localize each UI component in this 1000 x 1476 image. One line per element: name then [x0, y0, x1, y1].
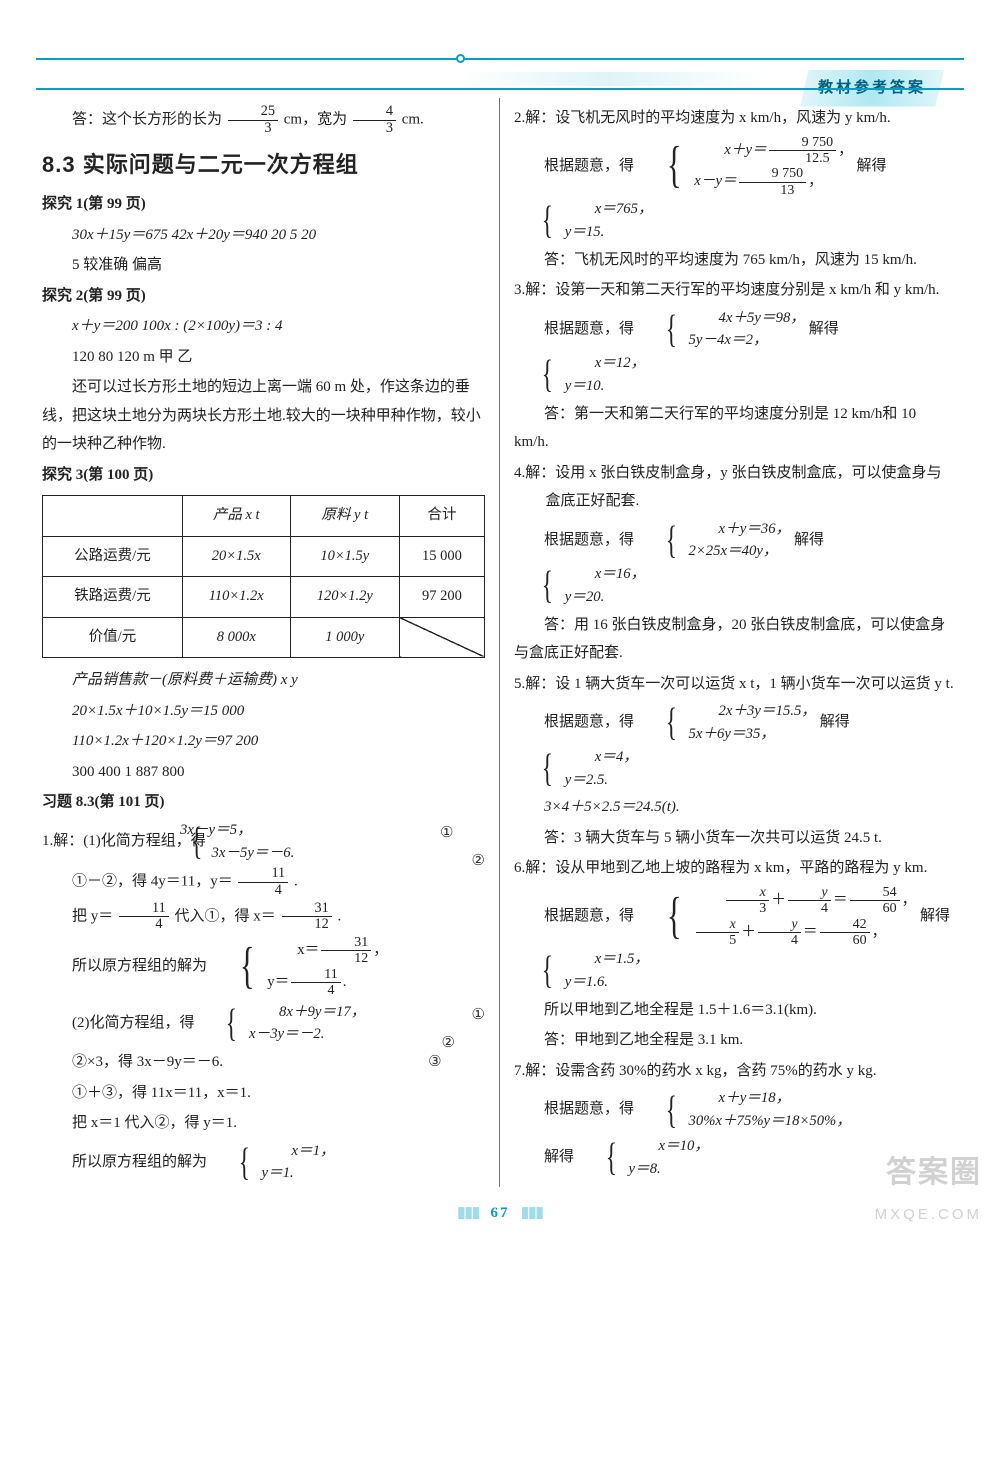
explore2-para: 还可以过长方形土地的短边上离一端 60 m 处，作这条边的垂线，把这块土地分为两… — [42, 373, 485, 459]
table-row: 公路运费/元 20×1.5x 10×1.5y 15 000 — [43, 536, 485, 577]
header-dot — [456, 54, 465, 63]
fraction: 253 — [228, 104, 278, 136]
diag-cell — [399, 617, 484, 658]
explore3-table: 产品 x t 原料 y t 合计 公路运费/元 20×1.5x 10×1.5y … — [42, 495, 485, 658]
brace-icon: { — [524, 361, 553, 388]
brace-icon: { — [649, 899, 682, 935]
explore2-l2: 120 80 120 m 甲 乙 — [42, 343, 485, 372]
q7-sol: 解得 { x＝10， y＝8. — [514, 1135, 954, 1181]
deco-left-icon: ▮▮▮ — [457, 1205, 479, 1221]
brace-icon: { — [648, 709, 677, 736]
table-row: 产品 x t 原料 y t 合计 — [43, 496, 485, 537]
section-title: 8.3 实际问题与二元一次方程组 — [42, 144, 485, 186]
t3-after1: 产品销售款－(原料费＋运输费) x y — [42, 666, 485, 695]
p1-2-step3: 把 x＝1 代入②，得 y＝1. — [42, 1109, 485, 1138]
fraction: 43 — [353, 104, 396, 136]
page-number: ▮▮▮ 67 ▮▮▮ — [36, 1199, 964, 1228]
eq-num: ① ② — [442, 1001, 485, 1058]
brace-icon: { — [221, 1149, 250, 1176]
header-rule-bottom — [36, 88, 964, 90]
eq-num: ① ② — [472, 819, 485, 876]
brace-icon: { — [222, 949, 255, 985]
q6-ans: 答：甲地到乙地全程是 3.1 km. — [514, 1026, 954, 1055]
explore1-l1: 30x＋15y＝675 42x＋20y＝940 20 5 20 — [42, 221, 485, 250]
q2-ans: 答：飞机无风时的平均速度为 765 km/h，风速为 15 km/h. — [514, 246, 954, 275]
q4-sys: 根据题意，得 { x＋y＝36， 2×25x＝40y， 解得 { x＝16， y… — [514, 518, 954, 609]
header-rule-top — [36, 58, 964, 60]
brace-icon: { — [524, 572, 553, 599]
q5-lead: 5.解：设 1 辆大货车一次可以运货 x t，1 辆小货车一次可以运货 y t. — [514, 670, 954, 699]
p1-2-step1: ②×3，得 3x－9y＝－6. ③ — [42, 1048, 485, 1077]
p1-step2: 把 y＝ 114 代入①，得 x＝ 3112 . — [42, 901, 485, 933]
deco-right-icon: ▮▮▮ — [521, 1205, 543, 1221]
page: 教材参考答案 答：这个长方形的长为 253 cm，宽为 43 cm. 8.3 实… — [0, 0, 1000, 1248]
q5-ans: 答：3 辆大货车与 5 辆小货车一次共可以运货 24.5 t. — [514, 824, 954, 853]
q7-lead: 7.解：设需含药 30%的药水 x kg，含药 75%的药水 y kg. — [514, 1057, 954, 1086]
p1-1-lead: 1.解：(1)化简方程组，得 { 3x－y＝5， 3x－5y＝－6. ① ② — [42, 819, 485, 865]
brace-system: { 3x－y＝5， 3x－5y＝－6. — [210, 819, 295, 865]
right-column: 2.解：设飞机无风时的平均速度为 x km/h，风速为 y km/h. 根据题意… — [500, 98, 964, 1187]
q5-calc: 3×4＋5×2.5＝24.5(t). — [514, 793, 954, 822]
brace-icon: { — [648, 1097, 677, 1124]
q6-sys: 根据题意，得 { x3＋y4＝5460， x5＋y4＝4260， 解得 { x＝… — [514, 885, 954, 994]
explore1-head: 探究 1(第 99 页) — [42, 190, 485, 219]
t3-after2: 20×1.5x＋10×1.5y＝15 000 — [42, 697, 485, 726]
explore3-head: 探究 3(第 100 页) — [42, 461, 485, 490]
brace-icon: { — [208, 1010, 237, 1037]
p1-2-step2: ①＋③，得 11x＝11，x＝1. — [42, 1079, 485, 1108]
brace-icon: { — [648, 527, 677, 554]
q5-sys: 根据题意，得 { 2x＋3y＝15.5， 5x＋6y＝35， 解得 { x＝4，… — [514, 700, 954, 791]
q2-lead: 2.解：设飞机无风时的平均速度为 x km/h，风速为 y km/h. — [514, 104, 954, 133]
brace-icon: { — [524, 957, 553, 984]
q3-sys: 根据题意，得 { 4x＋5y＝98， 5y－4x＝2， 解得 { x＝12， y… — [514, 307, 954, 398]
table-row: 价值/元 8 000x 1 000y — [43, 617, 485, 658]
header-shade — [456, 72, 764, 86]
q4-lead: 4.解：设用 x 张白铁皮制盒身，y 张白铁皮制盒底，可以使盒身与盒底正好配套. — [514, 459, 954, 516]
t3-after3: 110×1.2x＋120×1.2y＝97 200 — [42, 727, 485, 756]
t3-after4: 300 400 1 887 800 — [42, 758, 485, 787]
q3-ans: 答：第一天和第二天行军的平均速度分别是 12 km/h和 10 km/h. — [514, 400, 954, 457]
q6-calc: 所以甲地到乙地全程是 1.5＋1.6＝3.1(km). — [514, 996, 954, 1025]
q6-lead: 6.解：设从甲地到乙地上坡的路程为 x km，平路的路程为 y km. — [514, 854, 954, 883]
brace-icon: { — [524, 207, 553, 234]
columns: 答：这个长方形的长为 253 cm，宽为 43 cm. 8.3 实际问题与二元一… — [36, 98, 964, 1187]
explore1-l2: 5 较准确 偏高 — [42, 251, 485, 280]
header-decoration: 教材参考答案 — [36, 30, 964, 90]
p1-2-lead: (2)化简方程组，得 { 8x＋9y＝17， x－3y＝－2. ① ② — [42, 1001, 485, 1047]
explore2-l1: x＋y＝200 100x : (2×100y)＝3 : 4 — [42, 312, 485, 341]
q3-lead: 3.解：设第一天和第二天行军的平均速度分别是 x km/h 和 y km/h. — [514, 276, 954, 305]
explore2-head: 探究 2(第 99 页) — [42, 282, 485, 311]
left-column: 答：这个长方形的长为 253 cm，宽为 43 cm. 8.3 实际问题与二元一… — [36, 98, 500, 1187]
q7-sys: 根据题意，得 { x＋y＝18， 30%x＋75%y＝18×50%， — [514, 1087, 954, 1133]
brace-icon: { — [649, 148, 682, 184]
p1-sol: 所以原方程组的解为 { x＝3112， y＝114. — [42, 935, 485, 998]
p1-2-sol: 所以原方程组的解为 { x＝1， y＝1. — [42, 1140, 485, 1186]
p1-step1: ①－②，得 4y＝11，y＝ 114 . — [42, 866, 485, 898]
table-row: 铁路运费/元 110×1.2x 120×1.2y 97 200 — [43, 577, 485, 618]
q4-ans: 答：用 16 张白铁皮制盒身，20 张白铁皮制盒底，可以使盒身与盒底正好配套. — [514, 611, 954, 668]
brace-icon: { — [588, 1144, 617, 1171]
q2-sys: 根据题意，得 { x＋y＝9 75012.5， x－y＝9 75013， 解得 … — [514, 135, 954, 244]
brace-icon: { — [648, 316, 677, 343]
brace-icon: { — [524, 755, 553, 782]
pre-answer: 答：这个长方形的长为 253 cm，宽为 43 cm. — [42, 104, 485, 136]
ex83-head: 习题 8.3(第 101 页) — [42, 788, 485, 817]
